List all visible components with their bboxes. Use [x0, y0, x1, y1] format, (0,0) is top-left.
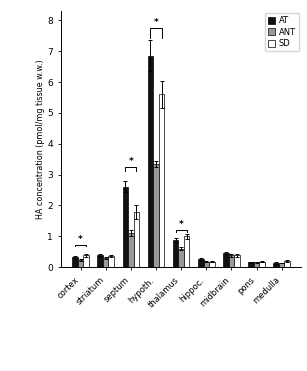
Bar — [234, 255, 240, 267]
Bar — [254, 262, 259, 267]
Bar — [285, 261, 290, 267]
Bar — [134, 212, 139, 267]
Bar — [259, 262, 265, 267]
Bar — [159, 94, 164, 267]
Bar — [209, 262, 215, 267]
Bar — [78, 260, 83, 267]
Bar — [248, 262, 254, 267]
Bar — [279, 263, 285, 267]
Bar — [153, 164, 159, 267]
Bar — [204, 262, 209, 267]
Bar — [184, 236, 189, 267]
Bar — [148, 56, 153, 267]
Bar — [97, 255, 103, 267]
Bar — [274, 263, 279, 267]
Bar — [198, 259, 204, 267]
Text: *: * — [78, 235, 83, 244]
Bar — [128, 233, 134, 267]
Bar — [173, 240, 178, 267]
Text: *: * — [129, 157, 133, 166]
Bar — [223, 253, 229, 267]
Bar — [83, 255, 89, 267]
Bar — [103, 258, 108, 267]
Bar — [72, 257, 78, 267]
Bar — [122, 187, 128, 267]
Bar — [108, 256, 114, 267]
Text: *: * — [179, 220, 184, 230]
Text: *: * — [154, 19, 158, 27]
Bar — [178, 249, 184, 267]
Legend: AT, ANT, SD: AT, ANT, SD — [265, 13, 299, 52]
Y-axis label: HA concentration (pmol/mg tissue w.w.): HA concentration (pmol/mg tissue w.w.) — [36, 59, 45, 219]
Bar — [229, 255, 234, 267]
